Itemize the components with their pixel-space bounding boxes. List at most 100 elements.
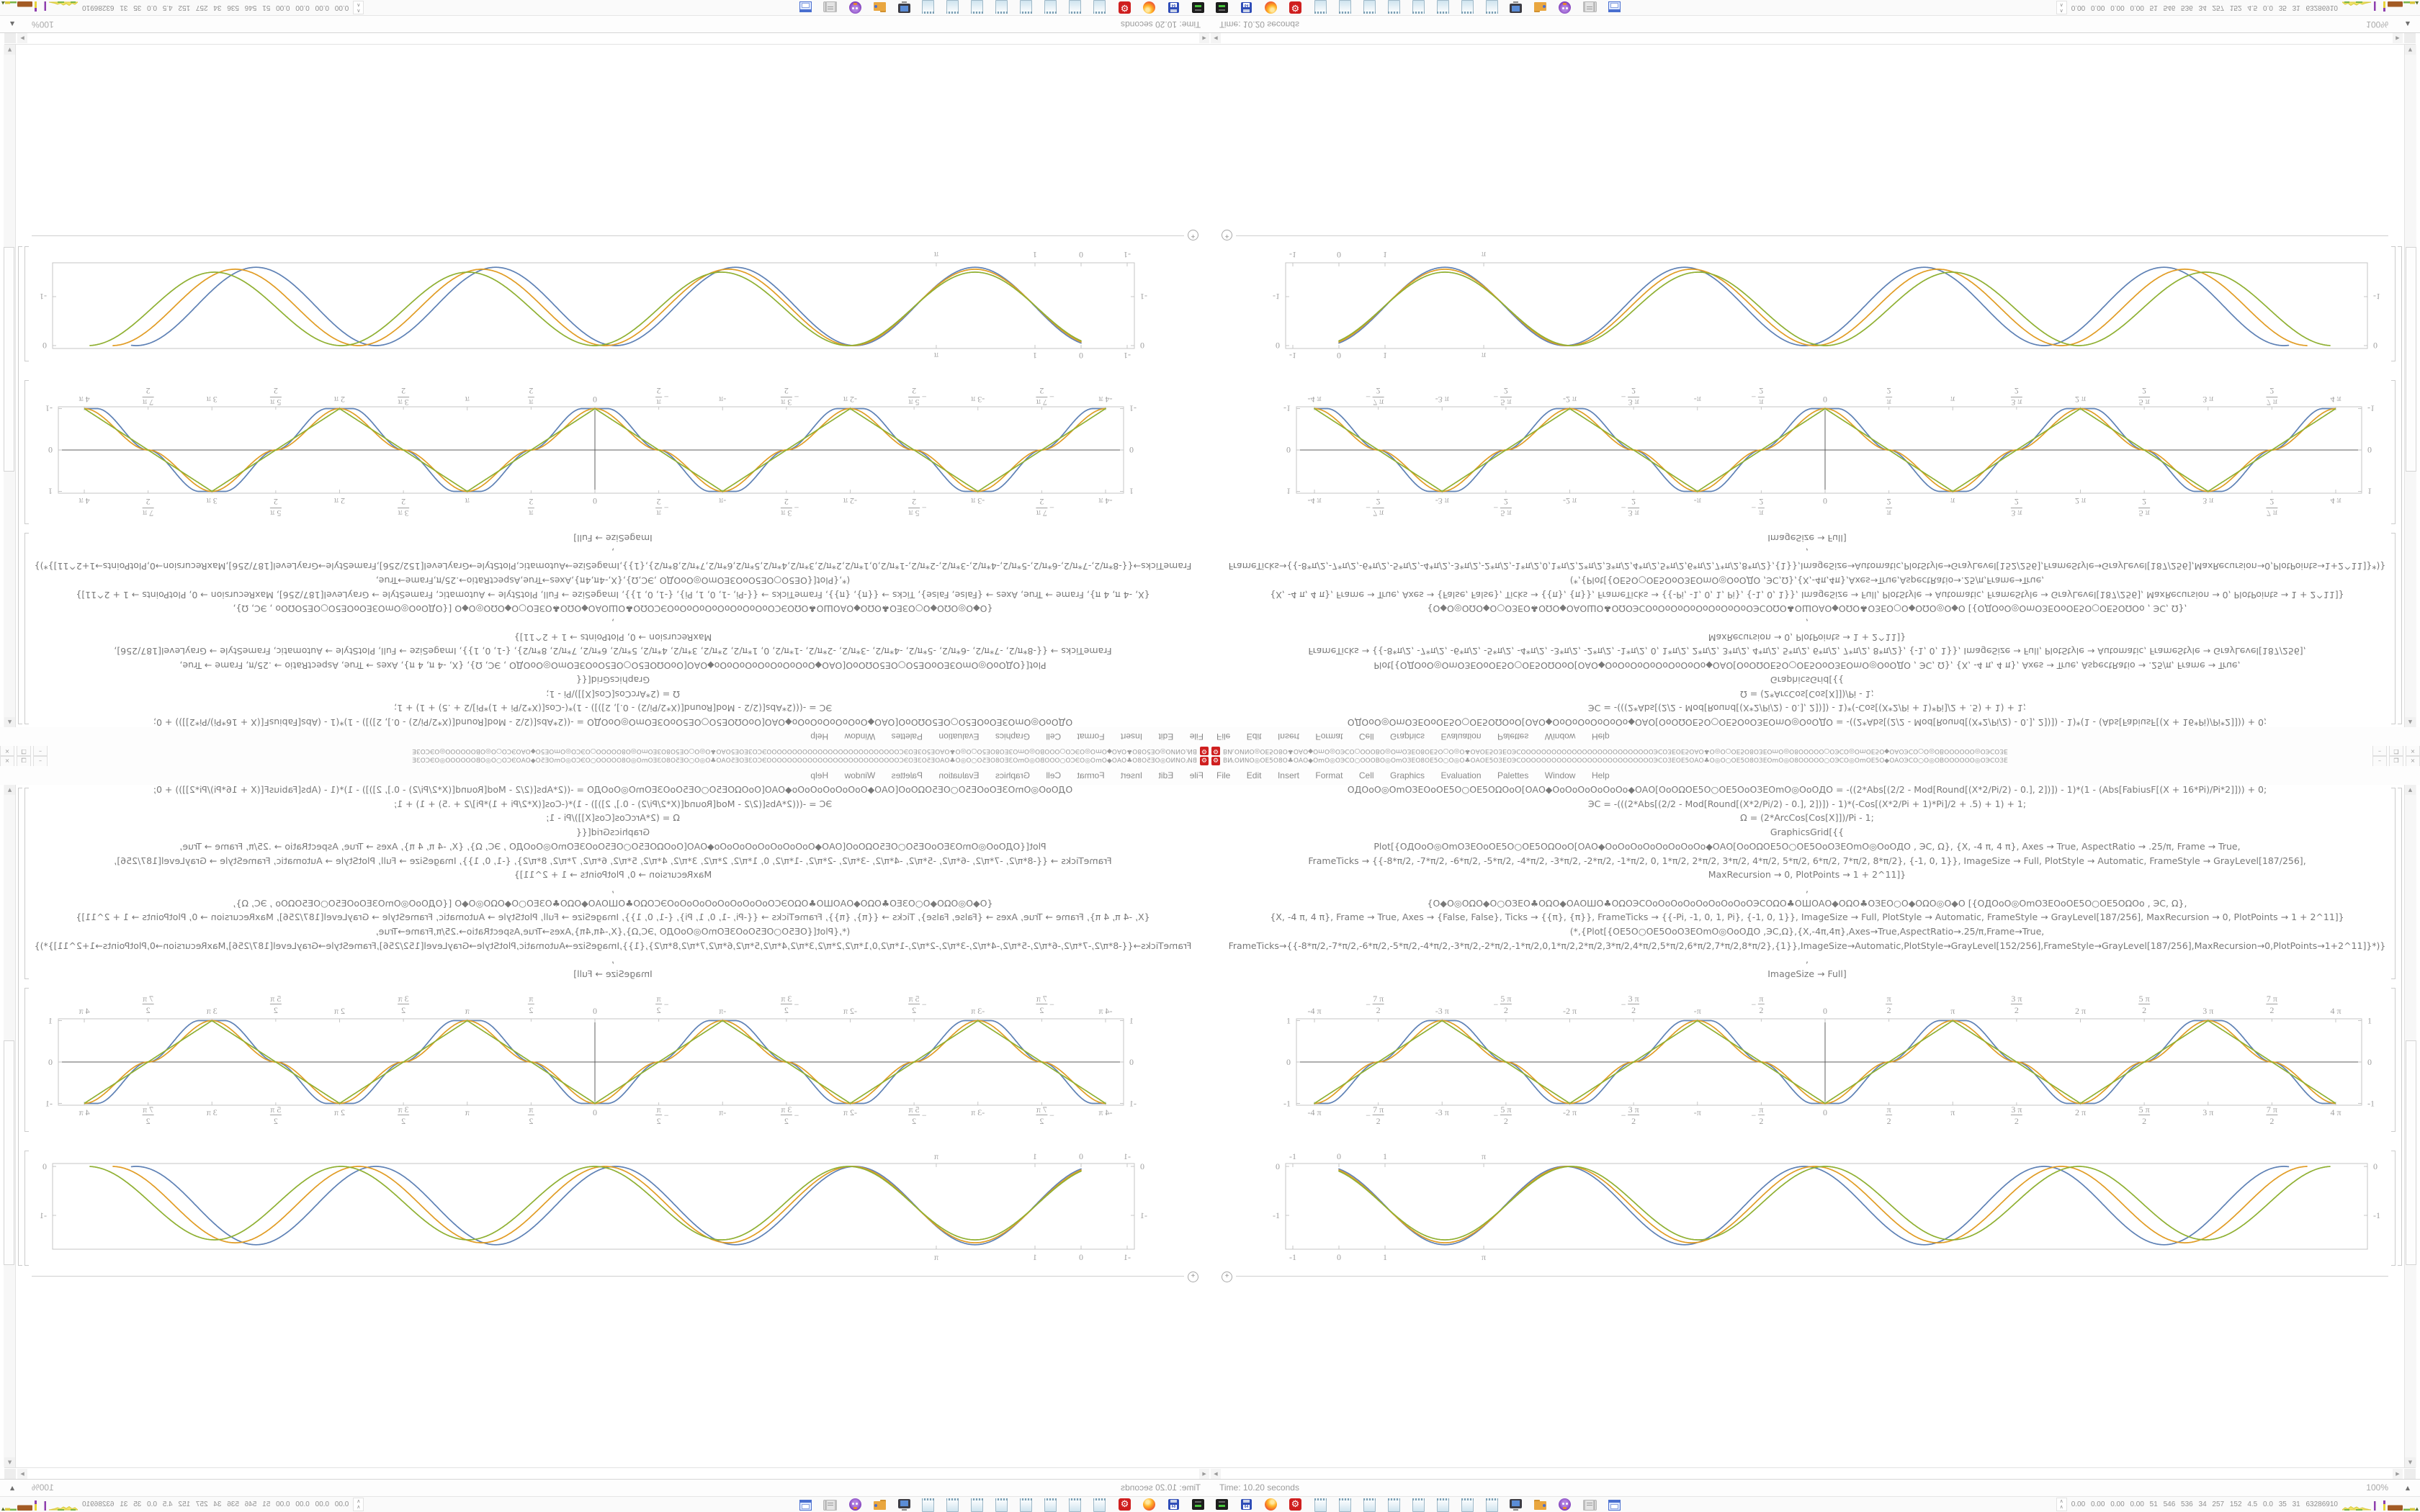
taskbar-icon-scroll-app[interactable] [1582, 1498, 1599, 1511]
taskbar-icon-notepad-6[interactable] [968, 0, 985, 14]
taskbar-icon-notepad-4[interactable] [1386, 0, 1403, 14]
cell-bracket-plot1[interactable] [24, 988, 29, 1132]
insert-cell-plus-icon[interactable]: + [1222, 230, 1232, 240]
taskbar-icon-notepad-3[interactable] [1041, 0, 1059, 14]
menu-window[interactable]: Window [1544, 732, 1576, 742]
code-line[interactable]: Ω = (2*ArcCos[Cos[X]])/Pi - 1; [1740, 812, 1874, 824]
code-line[interactable]: {О◆О◎ОΩО◆О○ОЗЕО♣ОΩО◆ОАОШО♣ОΩОЭСОоОоОоОоО… [1427, 603, 2187, 615]
code-line[interactable]: ЭC = -(((2*Abs[(2/2 - Mod[Round[(X*2/Pi/… [1587, 703, 2027, 714]
code-line[interactable]: FrameTicks → {{-8*π/2, -7*π/2, -6*π/2, -… [1308, 855, 2306, 866]
taskbar-icon-c64-floppy[interactable]: 64 [1239, 1498, 1256, 1511]
taskbar-icon-notepad-6[interactable] [968, 1498, 985, 1512]
taskbar-icon-removable-drive[interactable] [1214, 1, 1232, 14]
taskbar-icon-wolfram-gear[interactable]: ⚙ [1115, 1498, 1132, 1511]
code-line[interactable]: , [1806, 954, 1809, 966]
minimize-button[interactable]: – [2372, 756, 2387, 767]
taskbar-icon-notepad-1[interactable] [1090, 1498, 1108, 1512]
insert-cell-plus-icon[interactable]: + [1188, 230, 1198, 240]
scroll-down-icon[interactable]: ▼ [4, 1457, 15, 1467]
taskbar-icon-screenshot-tool[interactable] [1508, 1498, 1525, 1511]
menu-evaluation[interactable]: Evaluation [938, 732, 980, 742]
cell-insertion-rule[interactable] [32, 235, 1184, 236]
taskbar-icon-notepad-7[interactable] [944, 0, 961, 14]
menu-edit[interactable]: Edit [1158, 732, 1174, 742]
menu-help[interactable]: Help [1591, 770, 1610, 780]
menu-window[interactable]: Window [1544, 770, 1576, 780]
tray-expand-icon[interactable]: ∧ ∧ [2056, 1, 2067, 14]
taskbar-icon-c64-floppy[interactable]: 64 [1239, 1, 1256, 14]
code-line[interactable]: ОДОоО◎ОmОЗЕОоОЕ5О○ОЕ5ОΩОоО[ОАО◆ОоОоОоОоО… [1347, 785, 2267, 795]
code-line[interactable]: FrameTicks→{{-8*π/2,-7*π/2,-6*π/2,-5*π/2… [34, 561, 1192, 572]
code-line[interactable]: (*,{Plot[{ОЕ5О○ОЕ5ОоОЗЕОmО◎ОоОДО ,ЭC,Ω},… [375, 926, 851, 937]
taskbar-icon-notepad-6[interactable] [1435, 0, 1452, 14]
taskbar-icon-notepad-7[interactable] [944, 1498, 961, 1512]
taskbar-icon-notepad-2[interactable] [1337, 1498, 1354, 1512]
menu-edit[interactable]: Edit [1158, 770, 1174, 780]
code-line[interactable]: Ω = (2*ArcCos[Cos[X]])/Pi - 1; [546, 812, 680, 824]
cell-bracket-plot2[interactable] [2391, 246, 2396, 361]
menu-format[interactable]: Format [1315, 770, 1343, 780]
cell-bracket-plot2[interactable] [2391, 1151, 2396, 1266]
code-line[interactable]: ОДОоО◎ОmОЗЕОоОЕ5О○ОЕ5ОΩОоО[ОАО◆ОоОоОоОоО… [153, 717, 1073, 727]
close-button[interactable]: × [2406, 756, 2420, 767]
taskbar-icon-notepad-8[interactable] [1484, 0, 1501, 14]
menu-insert[interactable]: Insert [1277, 770, 1299, 780]
code-line[interactable]: ЭC = -(((2*Abs[(2/2 - Mod[Round[(X*2/Pi/… [393, 703, 833, 714]
taskbar-icon-c64-floppy[interactable]: 64 [1164, 1, 1181, 14]
taskbar-icon-window-app[interactable] [797, 1, 814, 14]
menu-graphics[interactable]: Graphics [995, 732, 1030, 742]
window-titlebar[interactable]: ⚙ ВИ˪ОИNО◎ОЕ5О8О♣ОАО◆ОmО◎ОЭСО○ОООВО◎ОmОЗ… [0, 745, 1210, 756]
window-titlebar[interactable]: ⚙ ВИ˪ОИNО◎ОЕ5О8О♣ОАО◆ОmО◎ОЭСО○ОООВО◎ОmОЗ… [1210, 756, 2420, 767]
code-line[interactable]: FrameTicks → {{-8*π/2, -7*π/2, -6*π/2, -… [114, 646, 1112, 657]
code-line[interactable]: Plot[{ОДОоО◎ОmОЗЕОоОЕ5О○ОЕ5ОΩОоО[ОАО◆ОоО… [1373, 660, 2241, 672]
cell-bracket-input[interactable] [2391, 788, 2396, 979]
code-line[interactable]: , [611, 546, 614, 558]
code-line[interactable]: {О◆О◎ОΩО◆О○ОЗЕО♣ОΩО◆ОАОШО♣ОΩОЭСОоОоОоОоО… [233, 897, 993, 909]
menu-cell[interactable]: Cell [1046, 770, 1062, 780]
taskbar-icon-firefox[interactable] [1139, 1, 1157, 14]
menu-file[interactable]: File [1189, 732, 1204, 742]
taskbar-icon-wolfram-gear[interactable]: ⚙ [1115, 1, 1132, 14]
code-line[interactable]: , [611, 954, 614, 966]
taskbar-icon-notepad-3[interactable] [1361, 0, 1379, 14]
code-line[interactable]: Plot[{ОДОоО◎ОmОЗЕОоОЕ5О○ОЕ5ОΩОоО[ОАО◆ОоО… [1373, 840, 2241, 852]
code-line[interactable]: Plot[{ОДОоО◎ОmОЗЕОоОЕ5О○ОЕ5ОΩОоО[ОАО◆ОоО… [179, 660, 1047, 672]
cell-insertion-rule[interactable] [1236, 235, 2388, 236]
taskbar-icon-notepad-1[interactable] [1312, 0, 1330, 14]
code-line[interactable]: {X, -4 π, 4 π}, Frame → True, Axes → {Fa… [1270, 589, 2344, 600]
vertical-scrollbar[interactable]: ▲ ▼ [2404, 45, 2416, 727]
code-line[interactable]: ОДОоО◎ОmОЗЕОоОЕ5О○ОЕ5ОΩОоО[ОАО◆ОоОоОоОоО… [153, 785, 1073, 795]
taskbar-icon-notepad-8[interactable] [919, 1498, 936, 1512]
menu-evaluation[interactable]: Evaluation [938, 770, 980, 780]
code-line[interactable]: FrameTicks→{{-8*π/2,-7*π/2,-6*π/2,-5*π/2… [1228, 940, 2386, 951]
cell-bracket-plot1[interactable] [2391, 988, 2396, 1132]
menu-help[interactable]: Help [810, 770, 829, 780]
scroll-up-icon[interactable]: ▲ [4, 785, 15, 795]
menu-evaluation[interactable]: Evaluation [1440, 770, 1482, 780]
code-line[interactable]: ОДОоО◎ОmОЗЕОоОЕ5О○ОЕ5ОΩОоО[ОАО◆ОоОоОоОоО… [1347, 717, 2267, 727]
menu-evaluation[interactable]: Evaluation [1440, 732, 1482, 742]
vertical-scrollbar[interactable]: ▲ ▼ [2404, 785, 2416, 1467]
cell-bracket-plot2[interactable] [24, 1151, 29, 1266]
code-line[interactable]: Ω = (2*ArcCos[Cos[X]])/Pi - 1; [1740, 688, 1874, 700]
taskbar-icon-purple-app[interactable] [846, 1498, 863, 1511]
taskbar-icon-scroll-app[interactable] [1582, 1, 1599, 14]
taskbar-icon-removable-drive[interactable] [1188, 1498, 1206, 1511]
code-line[interactable]: GraphicsGrid[{{ [575, 674, 650, 685]
horizontal-scrollbar[interactable]: ◀ ▶ [1210, 1467, 2416, 1480]
taskbar-icon-screenshot-tool[interactable] [1508, 1, 1525, 14]
menu-window[interactable]: Window [844, 770, 876, 780]
taskbar-icon-scroll-app[interactable] [821, 1, 838, 14]
menu-palettes[interactable]: Palettes [1497, 732, 1529, 742]
taskbar-icon-notepad-1[interactable] [1090, 0, 1108, 14]
menu-cell[interactable]: Cell [1046, 732, 1062, 742]
scroll-left-icon[interactable]: ◀ [1199, 1469, 1209, 1479]
notebook[interactable]: ОДОоО◎ОmОЗЕОоОЕ5О○ОЕ5ОΩОоО[ОАО◆ОоОоОоОоО… [16, 45, 1210, 727]
scroll-left-icon[interactable]: ◀ [1211, 33, 1221, 43]
cell-insertion-rule[interactable] [32, 1276, 1184, 1277]
taskbar-icon-c64-floppy[interactable]: 64 [1164, 1498, 1181, 1511]
menu-graphics[interactable]: Graphics [995, 770, 1030, 780]
taskbar-icon-notepad-3[interactable] [1041, 1498, 1059, 1512]
vertical-scroll-thumb[interactable] [2406, 1040, 2416, 1265]
code-line[interactable]: MaxRecursion → 0, PlotPoints → 1 + 2^11]… [514, 869, 712, 881]
